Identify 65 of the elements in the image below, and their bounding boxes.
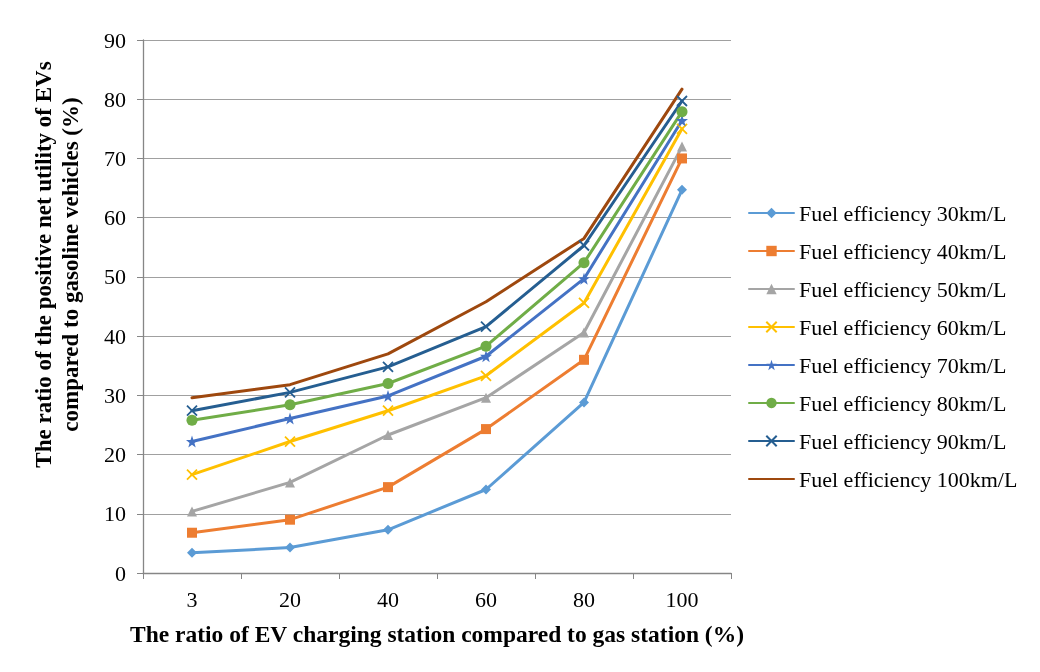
x-tick-label: 80 <box>573 586 595 612</box>
point <box>383 430 393 441</box>
y-tick-label: 90 <box>104 27 126 53</box>
y-tick-label: 40 <box>104 323 126 349</box>
point <box>382 389 394 402</box>
point <box>677 153 687 164</box>
point <box>382 404 394 417</box>
point <box>383 482 393 493</box>
point <box>676 122 688 135</box>
point <box>383 524 393 535</box>
point <box>284 435 296 448</box>
point <box>579 354 589 365</box>
point <box>579 397 589 408</box>
point <box>676 106 688 118</box>
y-tick-label: 10 <box>104 501 126 527</box>
point <box>285 477 295 488</box>
x-tick-label: 40 <box>377 586 399 612</box>
y-tick-label: 70 <box>104 145 126 171</box>
point <box>187 506 197 517</box>
y-tick-label: 0 <box>115 560 126 586</box>
point <box>285 542 295 553</box>
point <box>578 257 590 269</box>
point <box>578 272 590 285</box>
y-tick-label: 20 <box>104 442 126 468</box>
point <box>285 514 295 525</box>
point <box>186 404 198 417</box>
legend-label: Fuel efficiency 80km/L <box>799 390 1007 416</box>
point <box>187 527 197 538</box>
legend-label: Fuel efficiency 70km/L <box>799 352 1007 378</box>
point <box>677 184 687 195</box>
y-tick-label: 60 <box>104 205 126 231</box>
y-axis-title: The ratio of the positive net utility of EVs compared to gasoline vehicles (%) <box>31 61 83 468</box>
point <box>481 392 491 403</box>
point <box>677 141 687 152</box>
point <box>579 327 589 338</box>
legend-label: Fuel efficiency 30km/L <box>799 200 1007 226</box>
legend-label: Fuel efficiency 90km/L <box>799 428 1007 454</box>
y-tick-label: 80 <box>104 86 126 112</box>
point <box>382 361 394 373</box>
point <box>284 386 296 399</box>
point <box>480 320 492 333</box>
legend-label: Fuel efficiency 100km/L <box>799 466 1018 492</box>
point <box>578 297 590 309</box>
point <box>187 547 197 558</box>
point <box>676 95 688 107</box>
point <box>480 369 492 382</box>
legend-label: Fuel efficiency 40km/L <box>799 238 1007 264</box>
x-tick-label: 3 <box>186 586 198 612</box>
x-tick-label: 20 <box>279 586 301 612</box>
point <box>481 424 491 435</box>
point <box>481 484 491 495</box>
point <box>480 340 492 352</box>
y-tick-label: 50 <box>104 264 126 290</box>
point <box>382 377 394 389</box>
point <box>186 468 198 481</box>
x-tick-label: 100 <box>665 586 699 612</box>
legend-label: Fuel efficiency 60km/L <box>799 314 1007 340</box>
point <box>186 414 198 426</box>
point <box>480 350 492 363</box>
legend-label: Fuel efficiency 50km/L <box>799 276 1007 302</box>
x-axis-title: The ratio of EV charging station compared to gas station (%) <box>129 621 745 647</box>
y-tick-label: 30 <box>104 382 126 408</box>
point <box>578 239 590 252</box>
point <box>284 399 296 411</box>
x-tick-label: 60 <box>475 586 497 612</box>
